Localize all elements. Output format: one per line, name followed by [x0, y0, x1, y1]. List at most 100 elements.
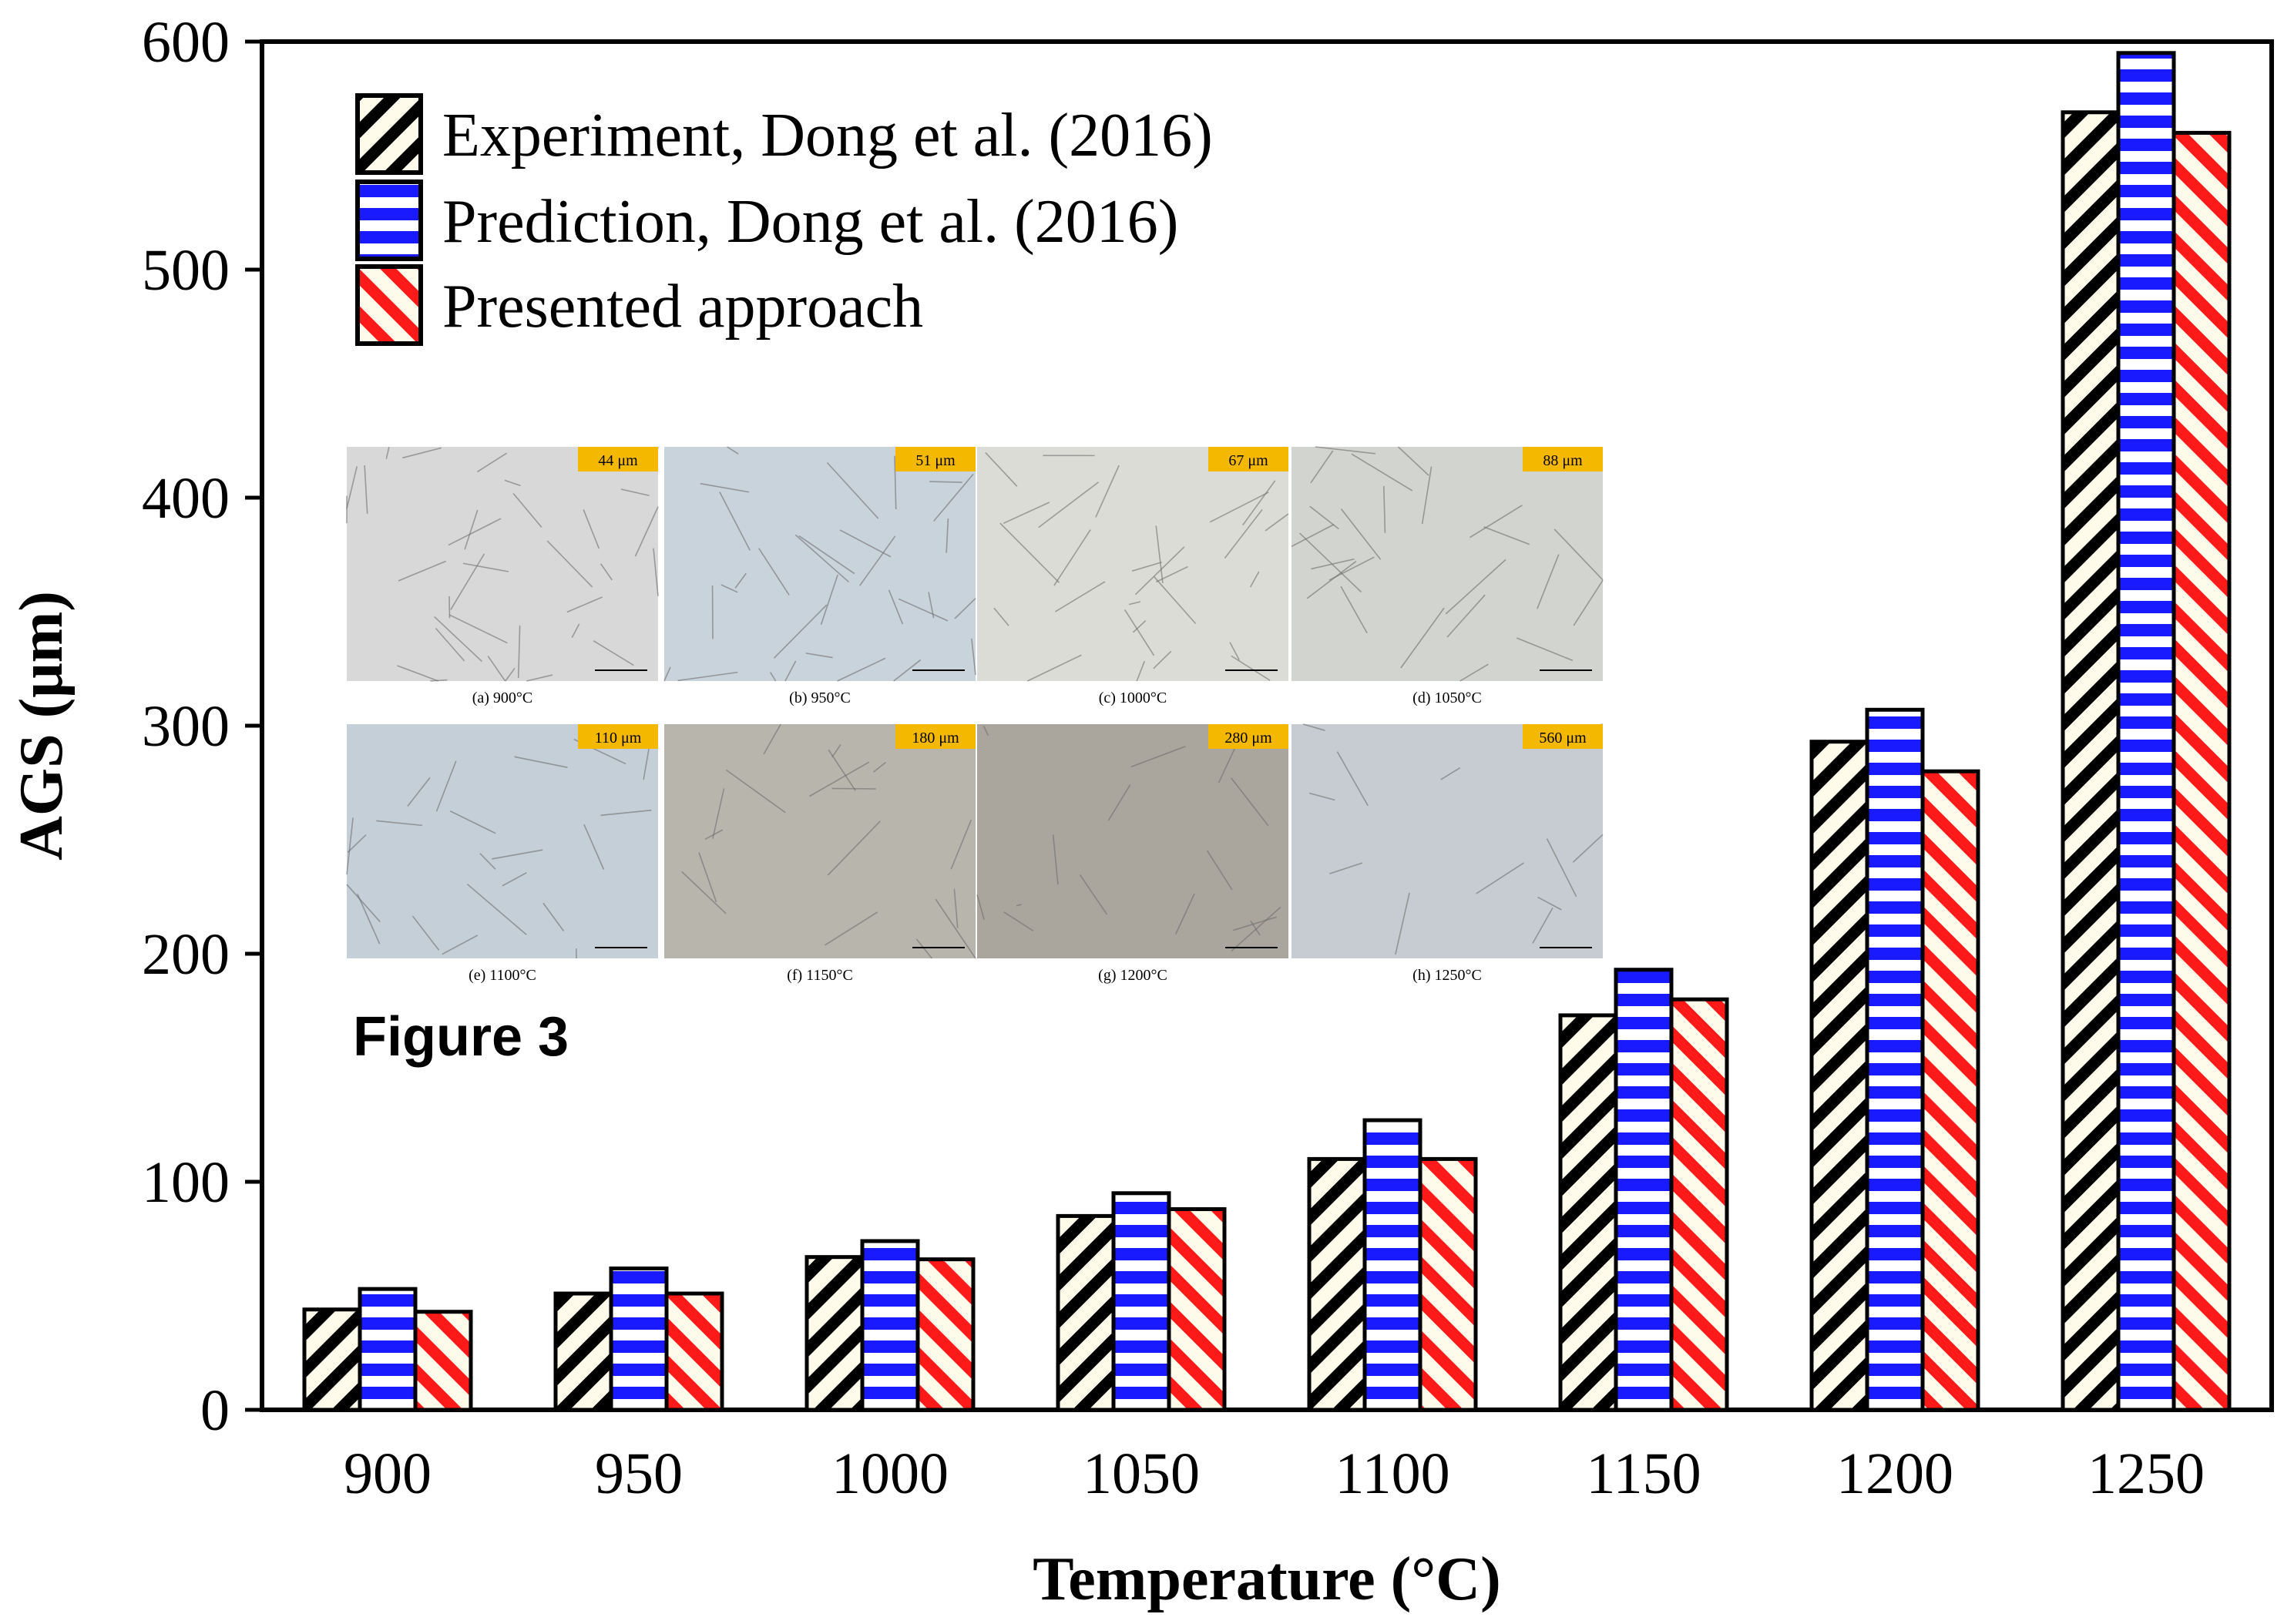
grain-boundary	[1242, 480, 1276, 526]
grain-boundary	[1351, 453, 1413, 492]
grain-size-badge	[1523, 447, 1603, 471]
x-tick-label: 1050	[1083, 1441, 1200, 1506]
presented-bar	[915, 1257, 976, 1412]
legend-background	[351, 85, 1446, 385]
grain-boundary	[583, 824, 605, 870]
grain-boundary	[505, 667, 516, 682]
grain-boundary	[999, 522, 1060, 583]
grain-boundary	[839, 529, 892, 558]
grain-boundary	[1249, 571, 1260, 588]
grain-boundary	[448, 596, 451, 619]
grain-boundary	[1209, 492, 1269, 523]
micrograph-caption: (c) 1000°C	[1099, 690, 1167, 706]
legend: Experiment, Dong et al. (2016) Prediction…	[351, 85, 1446, 385]
y-tick-label: 300	[142, 694, 230, 759]
grain-boundary	[1130, 745, 1186, 768]
grain-boundary	[935, 898, 976, 959]
grain-boundary	[1340, 508, 1382, 560]
x-tick-label: 1200	[1836, 1441, 1953, 1506]
experiment-bar	[2061, 110, 2121, 1412]
grain-boundary	[950, 819, 972, 870]
grain-size-badge-text: 110 μm	[595, 730, 642, 747]
grain-boundary	[859, 535, 896, 586]
micrograph-panel: 51 μm (b) 950°C	[663, 446, 976, 706]
prediction-bar	[1614, 968, 1674, 1412]
grain-boundary	[831, 743, 841, 758]
grain-boundary	[704, 829, 724, 840]
grain-boundary	[512, 493, 542, 528]
grain-boundary	[1308, 792, 1335, 801]
grain-boundary	[1233, 916, 1278, 931]
grain-boundary	[435, 760, 457, 812]
micrograph-panel: 88 μm (d) 1050°C	[1291, 446, 1604, 706]
grain-size-badge	[895, 724, 976, 749]
grain-boundary	[346, 884, 381, 923]
grain-size-badge	[578, 724, 658, 749]
grain-boundary	[727, 446, 739, 455]
grain-boundary	[1421, 466, 1433, 525]
grain-size-badge-text: 560 μm	[1539, 730, 1587, 747]
y-tick-label: 100	[142, 1150, 230, 1215]
grain-boundary	[798, 535, 855, 575]
grain-boundary	[1299, 532, 1362, 593]
micrograph-image	[347, 447, 658, 681]
y-axis-title: AGS (μm)	[8, 591, 76, 861]
grain-boundary	[1175, 893, 1195, 934]
grain-boundary	[1054, 581, 1106, 612]
grain-boundary	[1340, 586, 1368, 633]
grain-boundary	[1131, 561, 1162, 572]
grain-boundary	[915, 938, 933, 959]
x-axis-ticks: 900 950 1000 1050 1100 1150 1200 1250	[344, 1441, 2205, 1506]
grain-boundary	[542, 902, 565, 931]
grain-boundary	[487, 656, 506, 682]
grain-boundary	[826, 461, 879, 519]
grain-boundary	[653, 548, 659, 596]
micrograph-image	[664, 724, 976, 958]
grain-boundary	[1052, 834, 1059, 885]
grain-boundary	[346, 466, 358, 509]
grain-boundary	[1291, 524, 1335, 548]
grain-boundary	[620, 488, 650, 497]
grain-boundary	[442, 934, 479, 955]
grain-boundary	[1315, 446, 1375, 455]
grain-boundary	[1250, 920, 1261, 936]
grain-boundary	[600, 809, 652, 817]
grain-size-badge	[1208, 724, 1288, 749]
grain-boundary	[402, 447, 442, 459]
grain-boundary	[1469, 505, 1523, 539]
grain-boundary	[719, 492, 751, 551]
grain-boundary	[1336, 751, 1369, 807]
x-tick-label: 1100	[1335, 1441, 1449, 1506]
grain-boundary	[385, 447, 390, 459]
grain-boundary	[809, 761, 870, 797]
x-tick-label: 1000	[831, 1441, 949, 1506]
y-tick-label: 600	[142, 10, 230, 75]
x-tick-label: 950	[595, 1441, 683, 1506]
grain-boundary	[805, 653, 833, 659]
prediction-bar	[609, 1266, 669, 1412]
grain-boundary	[770, 672, 777, 682]
prediction-bar	[1865, 707, 1925, 1412]
grain-boundary	[411, 915, 440, 951]
grain-boundary	[928, 592, 935, 619]
micrograph-inset: 44 μm (a) 900°C 51 μm (b) 950°C 67 μm (c) 100…	[346, 446, 1604, 1068]
experiment-bar	[1558, 1013, 1618, 1412]
figure-label: Figure 3	[353, 1006, 569, 1068]
grain-boundary	[434, 616, 482, 663]
grain-boundary	[827, 820, 881, 876]
grain-boundary	[492, 849, 543, 860]
grain-boundary	[1038, 481, 1099, 528]
experiment-bar	[1809, 740, 1869, 1412]
grain-boundary	[698, 852, 717, 903]
grain-boundary	[971, 638, 976, 676]
grain-boundary	[725, 769, 786, 814]
prediction-bar	[2116, 51, 2176, 1412]
grain-boundary	[872, 761, 886, 773]
grain-boundary	[1537, 554, 1560, 609]
grain-boundary	[893, 659, 922, 682]
micrograph-panel: 44 μm (a) 900°C	[346, 446, 659, 706]
grain-boundary	[476, 452, 507, 473]
grain-boundary	[376, 820, 423, 827]
grain-boundary	[526, 674, 553, 682]
micrograph-image	[1291, 724, 1603, 958]
